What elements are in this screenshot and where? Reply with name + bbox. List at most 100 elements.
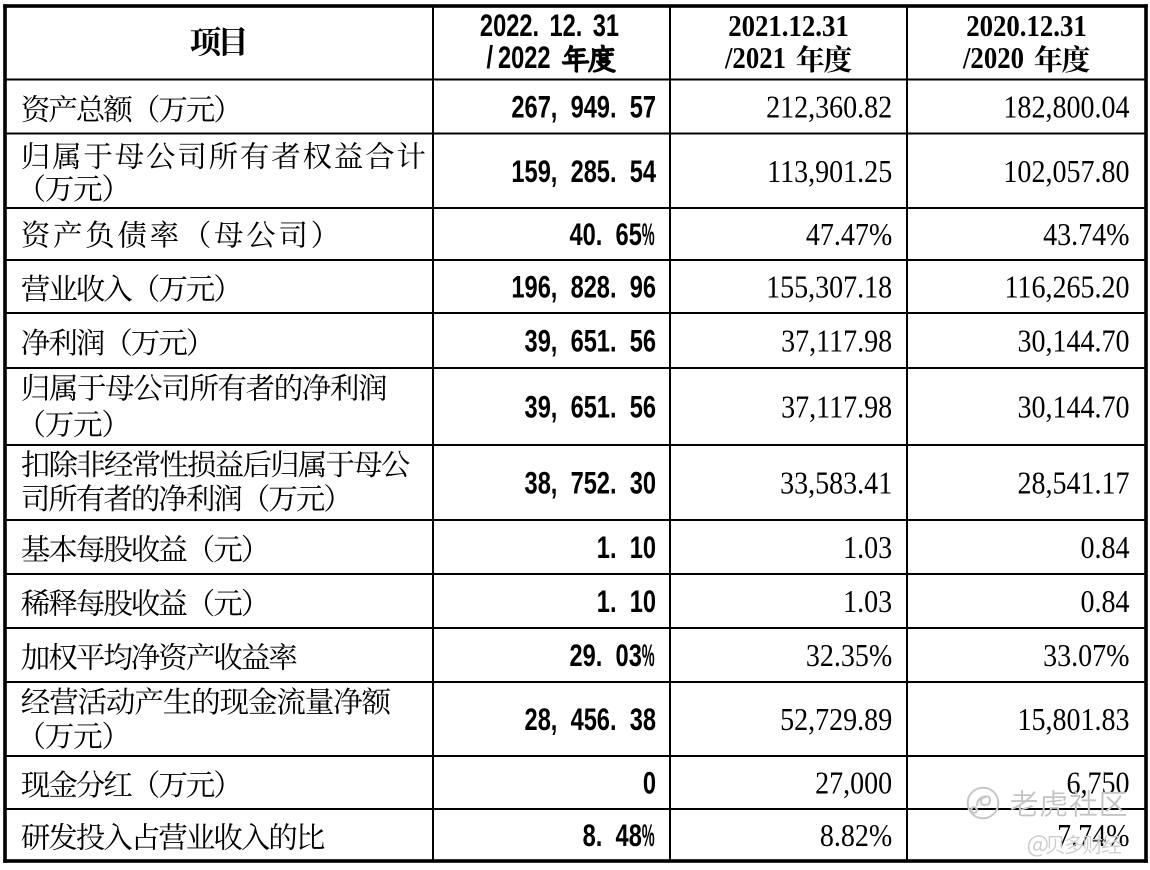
svg-text:6: 6 [571, 389, 584, 424]
svg-text:7.74%: 7.74% [1057, 819, 1129, 854]
svg-text:182,800.04: 182,800.04 [1003, 90, 1129, 125]
svg-text:8: 8 [584, 154, 597, 189]
svg-text:.: . [576, 8, 583, 43]
svg-text:,: , [551, 323, 558, 358]
svg-text:15,801.83: 15,801.83 [1017, 703, 1129, 738]
svg-text:4: 4 [616, 818, 630, 853]
svg-text:9: 9 [630, 269, 643, 304]
svg-text:.: . [610, 584, 617, 619]
svg-text:9: 9 [583, 638, 596, 673]
svg-text:0: 0 [493, 8, 506, 43]
svg-text:.: . [610, 89, 617, 124]
svg-text:0: 0 [616, 638, 629, 673]
svg-text:1: 1 [550, 8, 563, 43]
svg-text:30,144.70: 30,144.70 [1017, 390, 1129, 425]
svg-text:5: 5 [630, 154, 643, 189]
svg-text:37,117.98: 37,117.98 [781, 324, 892, 359]
svg-text:5: 5 [630, 323, 643, 358]
svg-text:1: 1 [630, 584, 643, 619]
svg-text:7: 7 [643, 89, 656, 124]
svg-text:2: 2 [570, 638, 583, 673]
svg-text:3: 3 [525, 323, 538, 358]
svg-text:8: 8 [538, 465, 551, 500]
svg-text:.: . [533, 8, 540, 43]
svg-text:5: 5 [584, 323, 597, 358]
svg-text:2: 2 [525, 702, 538, 737]
svg-text:30,144.70: 30,144.70 [1017, 324, 1129, 359]
svg-text:1: 1 [597, 584, 610, 619]
svg-text:9: 9 [571, 89, 584, 124]
svg-text:33.07%: 33.07% [1043, 639, 1129, 674]
svg-text:3: 3 [593, 8, 606, 43]
svg-text:/: / [487, 40, 494, 75]
svg-text:2020.12.31: 2020.12.31 [966, 9, 1087, 43]
svg-text:113,901.25: 113,901.25 [767, 154, 892, 189]
svg-text:2021.12.31: 2021.12.31 [728, 9, 849, 43]
svg-text:2: 2 [563, 8, 576, 43]
svg-text:.: . [610, 154, 617, 189]
svg-text:0: 0 [583, 217, 596, 252]
svg-text:3: 3 [629, 638, 642, 673]
svg-text:1: 1 [597, 389, 610, 424]
svg-text:4: 4 [643, 154, 657, 189]
svg-text:.: . [610, 269, 617, 304]
svg-text:,: , [551, 389, 558, 424]
svg-text:2: 2 [537, 40, 550, 75]
svg-text:5: 5 [584, 465, 597, 500]
svg-text:6: 6 [643, 269, 656, 304]
svg-text:8: 8 [538, 702, 551, 737]
svg-text:47.47%: 47.47% [806, 218, 892, 253]
svg-text:212,360.82: 212,360.82 [766, 90, 892, 125]
svg-text:,: , [551, 269, 558, 304]
svg-text:9: 9 [538, 154, 551, 189]
svg-text:0: 0 [643, 765, 656, 800]
svg-text:6: 6 [597, 702, 610, 737]
svg-text:%: % [642, 819, 655, 854]
svg-text:.: . [610, 389, 617, 424]
svg-text:0.84: 0.84 [1080, 585, 1129, 620]
svg-text:6: 6 [525, 89, 538, 124]
svg-text:2: 2 [524, 40, 537, 75]
svg-text:5: 5 [525, 154, 538, 189]
svg-text:43.74%: 43.74% [1043, 218, 1129, 253]
svg-text:4: 4 [584, 89, 598, 124]
svg-text:1: 1 [597, 323, 610, 358]
svg-text:.: . [596, 217, 603, 252]
svg-text:3: 3 [630, 465, 643, 500]
svg-text:37,117.98: 37,117.98 [781, 390, 892, 425]
svg-text:5: 5 [630, 389, 643, 424]
svg-text:4: 4 [571, 702, 585, 737]
svg-text:1: 1 [597, 530, 610, 565]
svg-text:%: % [642, 218, 655, 253]
svg-text:1.03: 1.03 [843, 531, 892, 566]
svg-text:2: 2 [584, 269, 597, 304]
svg-text:5: 5 [629, 217, 642, 252]
svg-text:,: , [551, 89, 558, 124]
svg-text:0: 0 [643, 530, 656, 565]
svg-text:3: 3 [525, 465, 538, 500]
svg-text:.: . [596, 638, 603, 673]
svg-text:0.84: 0.84 [1080, 531, 1129, 566]
svg-text:6: 6 [538, 269, 551, 304]
svg-text:6,750: 6,750 [1066, 766, 1129, 801]
svg-text:,: , [551, 702, 558, 737]
svg-text:.: . [610, 702, 617, 737]
svg-text:2: 2 [498, 40, 511, 75]
svg-text:33,583.41: 33,583.41 [780, 466, 892, 501]
svg-text:.: . [610, 465, 617, 500]
svg-text:0: 0 [511, 40, 524, 75]
svg-text:4: 4 [570, 217, 584, 252]
svg-text:2: 2 [506, 8, 519, 43]
svg-text:6: 6 [643, 389, 656, 424]
svg-text:8: 8 [583, 818, 596, 853]
svg-text:8.82%: 8.82% [820, 819, 892, 854]
svg-text:/2020: /2020 [962, 41, 1024, 75]
svg-text:1.03: 1.03 [843, 585, 892, 620]
svg-text:3: 3 [525, 389, 538, 424]
svg-text:6: 6 [643, 323, 656, 358]
svg-text:9: 9 [597, 89, 610, 124]
svg-text:,: , [551, 154, 558, 189]
svg-text:5: 5 [597, 154, 610, 189]
svg-text:1: 1 [511, 269, 524, 304]
svg-text:8: 8 [643, 702, 656, 737]
